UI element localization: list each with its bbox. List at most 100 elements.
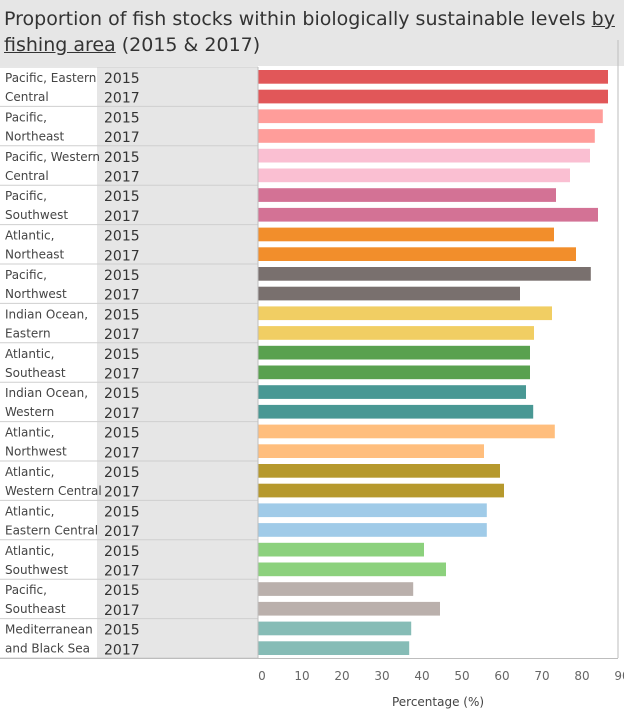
- area-label: and Black Sea: [5, 642, 90, 656]
- title-suffix: (2015 & 2017): [115, 34, 261, 56]
- x-tick-label: 60: [494, 669, 509, 683]
- year-label: 2017: [104, 564, 140, 580]
- area-label: Atlantic,: [5, 465, 54, 479]
- year-label: 2017: [104, 130, 140, 146]
- title-link[interactable]: by fishing area: [4, 8, 615, 56]
- year-label: 2017: [104, 91, 140, 107]
- bar: [258, 464, 500, 478]
- year-label: 2015: [104, 307, 140, 323]
- title-prefix: Proportion of fish stocks within biologi…: [4, 8, 592, 30]
- year-label: 2017: [104, 485, 140, 501]
- bar: [258, 641, 410, 655]
- x-tick-label: 40: [414, 669, 429, 683]
- bar: [258, 385, 526, 399]
- area-label: Western Central: [5, 484, 102, 498]
- year-label: 2017: [104, 170, 140, 186]
- area-label: Pacific, Western: [5, 150, 100, 164]
- year-label: 2017: [104, 445, 140, 461]
- area-label: Western: [5, 405, 54, 419]
- bar: [258, 345, 530, 360]
- bar: [258, 70, 608, 84]
- bar: [258, 129, 595, 143]
- bar: [258, 424, 555, 439]
- bar: [258, 188, 556, 202]
- area-label: Mediterranean: [5, 623, 93, 637]
- area-label: Southeast: [5, 366, 66, 380]
- bar: [258, 109, 603, 124]
- bar: [258, 148, 590, 163]
- bar: [258, 365, 530, 380]
- year-column-bg: [97, 67, 258, 658]
- year-label: 2017: [104, 209, 140, 225]
- area-label: Southeast: [5, 602, 66, 616]
- year-label: 2015: [104, 110, 140, 126]
- area-label: Indian Ocean,: [5, 307, 88, 321]
- year-label: 2015: [104, 268, 140, 284]
- area-label: Eastern Central: [5, 523, 98, 537]
- year-label: 2015: [104, 189, 140, 205]
- x-tick-label: 20: [334, 669, 349, 683]
- bar: [258, 286, 520, 301]
- area-label: Indian Ocean,: [5, 386, 88, 400]
- year-label: 2015: [104, 504, 140, 520]
- bar: [258, 404, 534, 419]
- area-label: Atlantic,: [5, 544, 54, 558]
- chart-title: Proportion of fish stocks within biologi…: [0, 0, 624, 66]
- area-label: Central: [5, 90, 49, 104]
- year-label: 2017: [104, 248, 140, 264]
- bar: [258, 89, 608, 104]
- x-tick-label: 30: [374, 669, 389, 683]
- area-label: Northwest: [5, 445, 67, 459]
- bar: [258, 542, 424, 557]
- bar: [258, 582, 414, 596]
- year-label: 2017: [104, 603, 140, 619]
- year-label: 2015: [104, 465, 140, 481]
- bar: [258, 227, 554, 242]
- area-label: Atlantic,: [5, 347, 54, 361]
- x-tick-label: 10: [294, 669, 309, 683]
- area-label: Atlantic,: [5, 229, 54, 243]
- year-label: 2015: [104, 426, 140, 442]
- bar: [258, 306, 552, 321]
- area-label: Northeast: [5, 248, 65, 262]
- year-label: 2017: [104, 524, 140, 540]
- year-label: 2015: [104, 544, 140, 560]
- year-label: 2015: [104, 229, 140, 245]
- year-label: 2015: [104, 386, 140, 402]
- bar: [258, 483, 504, 498]
- year-label: 2017: [104, 288, 140, 304]
- bar: [258, 523, 487, 537]
- area-label: Pacific,: [5, 110, 47, 124]
- area-label: Atlantic,: [5, 426, 54, 440]
- area-label: Southwest: [5, 563, 68, 577]
- bar: [258, 267, 591, 281]
- x-tick-label: 80: [574, 669, 589, 683]
- x-tick-label: 0: [258, 669, 266, 683]
- area-label: Central: [5, 169, 49, 183]
- year-label: 2015: [104, 583, 140, 599]
- year-label: 2015: [104, 623, 140, 639]
- year-label: 2015: [104, 150, 140, 166]
- area-label: Atlantic,: [5, 504, 54, 518]
- bar: [258, 207, 598, 222]
- area-label: Pacific, Eastern: [5, 71, 96, 85]
- area-label: Northeast: [5, 129, 65, 143]
- year-label: 2017: [104, 642, 140, 658]
- bar: [258, 601, 440, 616]
- area-label: Pacific,: [5, 189, 47, 203]
- area-label: Northwest: [5, 287, 67, 301]
- area-column-bg: [0, 67, 97, 658]
- year-label: 2017: [104, 327, 140, 343]
- year-label: 2015: [104, 71, 140, 87]
- bar: [258, 562, 446, 577]
- area-label: Pacific,: [5, 268, 47, 282]
- bar: [258, 503, 487, 518]
- area-label: Southwest: [5, 208, 68, 222]
- area-label: Eastern: [5, 326, 51, 340]
- bar: [258, 444, 484, 458]
- bar: [258, 326, 534, 340]
- x-axis-title: Percentage (%): [392, 695, 484, 709]
- x-tick-label: 70: [534, 669, 549, 683]
- x-tick-label: 50: [454, 669, 469, 683]
